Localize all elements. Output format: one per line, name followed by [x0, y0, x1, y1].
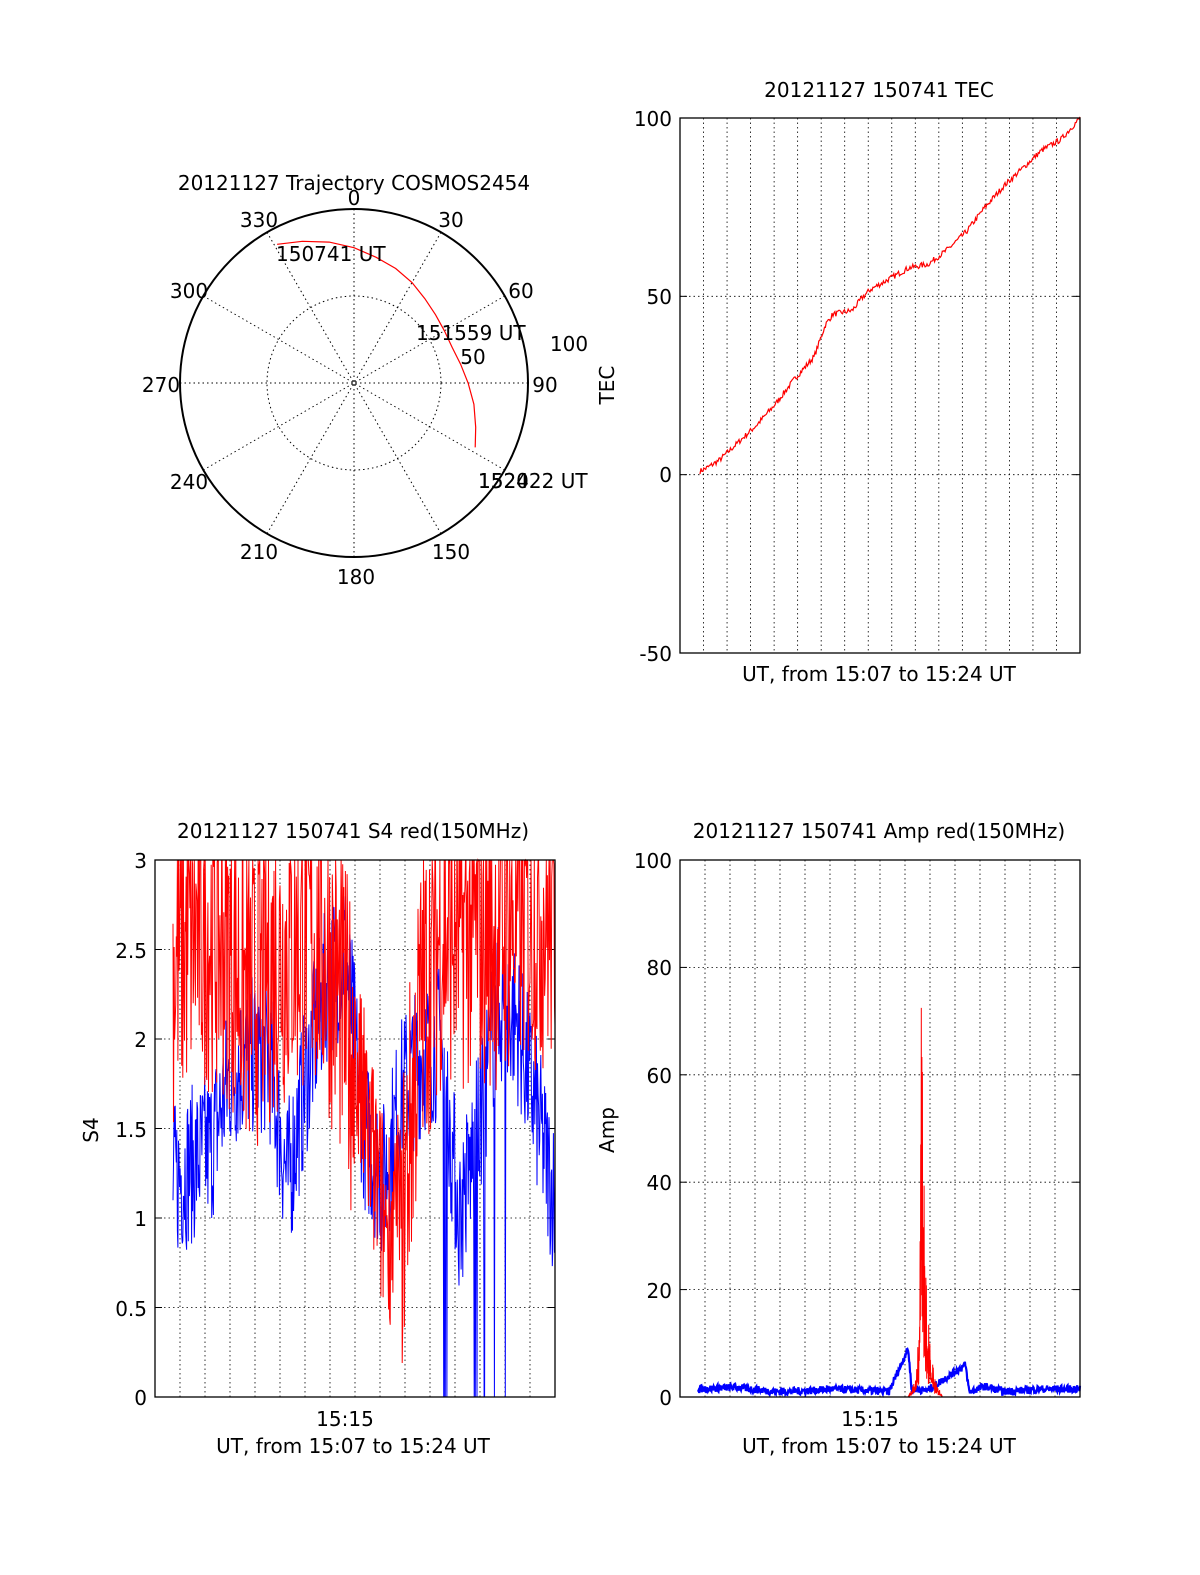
s4-ytick-0.5: 0.5 [115, 1297, 147, 1321]
s4-chart: 20121127 150741 S4 red(150MHz) 3 2.5 2 1… [79, 819, 556, 1458]
amp-plot-frame [679, 859, 1081, 1398]
start-time-label: 150741 UT [276, 242, 386, 266]
s4-plot-frame [154, 859, 556, 1398]
amp-series-line-blue [696, 1346, 1082, 1399]
s4-xlabel: UT, from 15:07 to 15:24 UT [216, 1434, 491, 1458]
amp-title: 20121127 150741 Amp red(150MHz) [693, 819, 1065, 843]
s4-ytick-3: 3 [134, 849, 147, 873]
trajectory-title: 20121127 Trajectory COSMOS2454 [178, 171, 530, 195]
amp-chart: 20121127 150741 Amp red(150MHz) 100 80 6… [595, 819, 1082, 1458]
s4-ytick-1: 1 [134, 1207, 147, 1231]
s4-ytick-2: 2 [134, 1028, 147, 1052]
tec-ytick-100: 100 [634, 107, 672, 131]
azimuth-label-150: 150 [432, 540, 470, 564]
s4-ylabel: S4 [79, 1117, 103, 1142]
s4-series [172, 858, 556, 1398]
amp-xtick-1515: 15:15 [841, 1407, 899, 1431]
end-time-label: 152422 UT [478, 469, 588, 493]
tec-title: 20121127 150741 TEC [764, 78, 994, 102]
tec-grid [680, 117, 1080, 654]
amp-ytick-20: 20 [647, 1279, 672, 1303]
azimuth-label-240: 240 [170, 470, 208, 494]
azimuth-label-0: 0 [348, 186, 361, 210]
tec-ylabel: TEC [595, 366, 619, 406]
azimuth-label-90: 90 [532, 373, 557, 397]
amp-ytick-0: 0 [659, 1386, 672, 1410]
s4-xtick-1515: 15:15 [316, 1407, 374, 1431]
amp-ytick-40: 40 [647, 1171, 672, 1195]
tec-plot-frame [679, 117, 1081, 654]
s4-title: 20121127 150741 S4 red(150MHz) [177, 819, 529, 843]
azimuth-label-300: 300 [170, 279, 208, 303]
azimuth-label-30: 30 [438, 208, 463, 232]
tec-xlabel: UT, from 15:07 to 15:24 UT [742, 662, 1017, 686]
s4-series-line-red [172, 858, 556, 1364]
trajectory-line [277, 240, 477, 448]
radial-label-100: 100 [550, 332, 588, 356]
amp-ytick-80: 80 [647, 956, 672, 980]
azimuth-label-60: 60 [508, 279, 533, 303]
tec-series-line [699, 116, 1081, 475]
s4-ytick-2.5: 2.5 [115, 939, 147, 963]
amp-xlabel: UT, from 15:07 to 15:24 UT [742, 1434, 1017, 1458]
azimuth-label-330: 330 [240, 208, 278, 232]
tec-ytick-minus50: -50 [639, 642, 672, 666]
end-overlap-label: 1520 [478, 469, 529, 493]
amp-grid [680, 859, 1080, 1398]
mid-time-label: 151559 UT [416, 321, 526, 345]
s4-ytick-1.5: 1.5 [115, 1118, 147, 1142]
azimuth-label-180: 180 [337, 565, 375, 589]
amp-ytick-100: 100 [634, 849, 672, 873]
s4-ytick-0: 0 [134, 1386, 147, 1410]
amp-series [696, 1007, 1082, 1399]
tec-ytick-0: 0 [659, 463, 672, 487]
trajectory-chart: 20121127 Trajectory COSMOS2454 0 30 60 9… [142, 171, 588, 589]
amp-ytick-60: 60 [647, 1064, 672, 1088]
amp-ylabel: Amp [595, 1107, 619, 1153]
tec-ytick-50: 50 [647, 285, 672, 309]
azimuth-label-270: 270 [142, 373, 180, 397]
amp-series-line-red [907, 1007, 943, 1399]
tec-chart: 20121127 150741 TEC 100 50 0 -50 TEC UT,… [595, 78, 1081, 686]
radial-label-50: 50 [460, 345, 485, 369]
azimuth-label-210: 210 [240, 540, 278, 564]
